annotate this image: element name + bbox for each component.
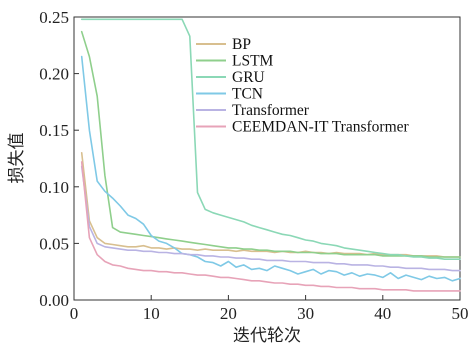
y-tick-label: 0.20: [39, 65, 69, 84]
series-line-5: [80, 165, 461, 272]
y-tick-label: 0.10: [39, 178, 69, 197]
legend-label: Transformer: [232, 102, 310, 119]
series-line-6: [80, 161, 461, 292]
series-line-2: [80, 30, 461, 258]
y-tick-label: 0.15: [39, 121, 69, 140]
x-tick-label: 0: [70, 304, 79, 323]
legend-label: LSTM: [232, 53, 274, 70]
x-tick-label: 20: [220, 304, 237, 323]
axis-layer: 0 10 20 30 40 50 0.00 0.05 0.10 0.15 0.20 0.25: [39, 8, 468, 323]
series-line-4: [80, 55, 461, 282]
series-layer: [80, 18, 461, 292]
legend-label: TCN: [232, 86, 263, 103]
series-line-3: [80, 18, 461, 261]
x-tick-label: 10: [143, 304, 160, 323]
y-tick-label: 0.25: [39, 8, 69, 27]
legend-label: CEEMDAN-IT Transformer: [232, 119, 409, 136]
x-axis-title: 迭代轮次: [233, 326, 301, 345]
legend-label: GRU: [232, 69, 265, 86]
plot-area: [73, 16, 461, 301]
legend-label: BP: [232, 36, 251, 53]
x-tick-label: 50: [452, 304, 468, 323]
x-tick-label: 30: [297, 304, 314, 323]
x-tick-label: 40: [374, 304, 391, 323]
y-tick-label: 0.05: [39, 234, 69, 253]
y-tick-label: 0.00: [39, 291, 69, 310]
y-axis-title: 损失值: [7, 133, 26, 184]
